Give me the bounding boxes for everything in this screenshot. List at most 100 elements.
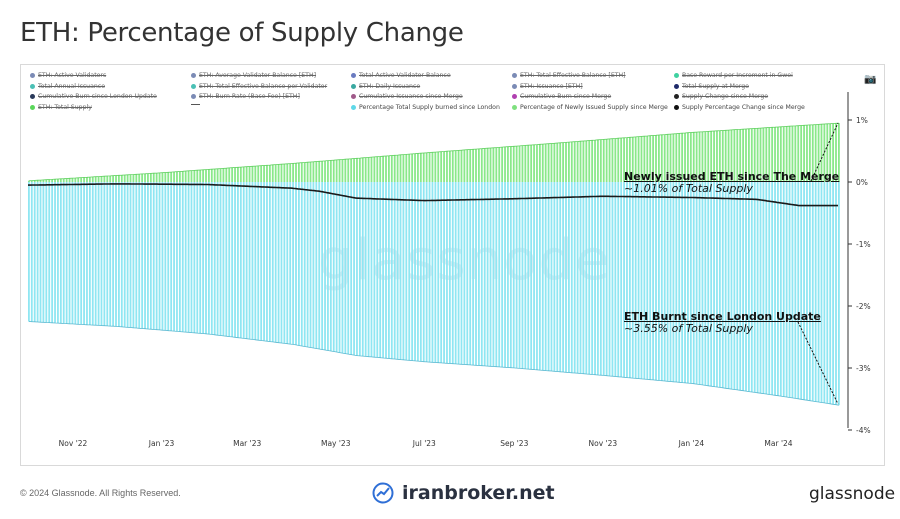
- burnt-bar: [652, 182, 654, 380]
- legend-item[interactable]: ETH: Burn Rate (Base Fee) [ETH]: [191, 93, 300, 100]
- legend-item[interactable]: Cumulative Burn since London Update: [30, 93, 157, 100]
- burnt-bar: [91, 182, 94, 326]
- issued-bar: [335, 159, 338, 182]
- burnt-bar: [666, 182, 669, 382]
- burnt-bar: [507, 182, 509, 368]
- issued-bar: [655, 135, 657, 182]
- legend-item[interactable]: [191, 103, 203, 105]
- legend-item[interactable]: ETH: Active Validators: [30, 72, 106, 79]
- burnt-bar: [826, 182, 829, 404]
- burnt-bar: [144, 182, 146, 329]
- legend-item[interactable]: Total Annual Issuance: [30, 83, 105, 90]
- net-supply-line: [28, 183, 838, 207]
- burnt-bar: [399, 182, 402, 360]
- burnt-bar: [684, 182, 686, 383]
- legend-item[interactable]: ETH: Total Effective Balance [ETH]: [512, 72, 626, 79]
- issued-bar: [300, 162, 303, 182]
- burnt-bar: [660, 182, 663, 381]
- issued-bar: [274, 164, 277, 182]
- issued-bar: [509, 146, 512, 182]
- burnt-bar: [254, 182, 257, 340]
- burnt-bar: [753, 182, 756, 393]
- issued-bar: [408, 154, 411, 182]
- burnt-bar: [94, 182, 97, 326]
- issued-bar: [489, 148, 492, 182]
- burnt-bar: [733, 182, 736, 390]
- issued-bar: [266, 165, 268, 182]
- burnt-bar: [147, 182, 149, 329]
- legend-item[interactable]: Supply Percentage Change since Merge: [674, 104, 805, 111]
- legend-item[interactable]: Percentage of Newly Issued Supply since …: [512, 104, 668, 111]
- center-brand[interactable]: iranbroker.net: [372, 482, 555, 504]
- burnt-bar: [283, 182, 286, 344]
- glassnode-logo[interactable]: glassnode: [809, 484, 896, 504]
- legend-item[interactable]: Cumulative Issuance since Merge: [351, 93, 463, 100]
- legend-item[interactable]: Percentage Total Supply burned since Lon…: [351, 104, 500, 111]
- burnt-bar: [515, 182, 518, 369]
- legend-item[interactable]: ETH: Issuance [ETH]: [512, 83, 583, 90]
- issued-bar: [524, 145, 527, 182]
- burnt-bar: [112, 182, 114, 327]
- issued-bar: [689, 132, 692, 182]
- burnt-bar: [30, 182, 33, 322]
- legend-item[interactable]: Total Supply at Merge: [674, 83, 749, 90]
- issued-bar: [570, 141, 573, 182]
- issued-bar: [48, 179, 51, 182]
- issued-bar: [820, 124, 823, 182]
- legend-item[interactable]: Supply Change since Merge: [674, 93, 768, 100]
- legend-item[interactable]: ETH: Daily Issuance: [351, 83, 420, 90]
- x-tick-label: Nov '22: [59, 439, 88, 448]
- issued-bar: [829, 123, 832, 182]
- burnt-bar: [559, 182, 562, 372]
- burnt-bar: [173, 182, 175, 332]
- burnt-bar: [463, 182, 466, 365]
- issued-bar: [579, 141, 582, 182]
- issued-bar: [94, 176, 97, 182]
- burnt-bar: [289, 182, 292, 345]
- issued-bar: [298, 162, 300, 182]
- legend-swatch: [351, 104, 356, 110]
- issued-bar: [318, 161, 321, 182]
- legend-label: ETH: Total Effective Balance [ETH]: [520, 72, 626, 79]
- issued-bar: [120, 175, 123, 182]
- burnt-bar: [393, 182, 396, 360]
- issued-bar: [28, 180, 30, 182]
- issued-bar: [562, 142, 564, 182]
- burnt-bar: [689, 182, 692, 384]
- burnt-bar: [327, 182, 329, 351]
- issued-bar: [716, 130, 718, 182]
- issued-bar: [460, 150, 463, 182]
- issued-bar: [173, 171, 175, 182]
- legend-item[interactable]: ETH: Total Effective Balance per Validat…: [191, 83, 327, 90]
- burnt-bar: [271, 182, 274, 342]
- legend-item[interactable]: Cumulative Burn since Merge: [512, 93, 611, 100]
- issued-bar: [83, 177, 85, 182]
- issued-bar: [559, 142, 562, 182]
- issued-bar: [205, 169, 207, 182]
- legend-item[interactable]: ETH: Average Validator Balance [ETH]: [191, 72, 316, 79]
- issued-bar: [512, 146, 515, 182]
- legend-item[interactable]: ETH: Total Supply: [30, 104, 92, 111]
- issued-bar: [295, 163, 297, 182]
- camera-icon[interactable]: 📷: [864, 74, 877, 85]
- burnt-bar: [158, 182, 161, 330]
- burnt-bar: [324, 182, 326, 351]
- issued-bar: [431, 152, 434, 182]
- issued-bar: [486, 148, 489, 182]
- issued-bar: [623, 137, 625, 182]
- issued-bar: [649, 135, 652, 182]
- legend-swatch: [512, 94, 517, 99]
- burnt-bar: [440, 182, 443, 363]
- burnt-bar: [306, 182, 309, 347]
- legend-item[interactable]: Total Active Validator Balance: [351, 72, 451, 79]
- burnt-bar: [576, 182, 579, 374]
- burnt-bar: [710, 182, 713, 387]
- issued-bar: [698, 131, 701, 182]
- legend-item[interactable]: Base Reward per Increment in Gwei: [674, 72, 793, 79]
- burnt-bar: [640, 182, 643, 379]
- issued-bar: [242, 166, 245, 182]
- burnt-bar: [350, 182, 353, 355]
- burnt-bar: [196, 182, 199, 334]
- burnt-bar: [469, 182, 472, 365]
- burnt-bar: [303, 182, 306, 347]
